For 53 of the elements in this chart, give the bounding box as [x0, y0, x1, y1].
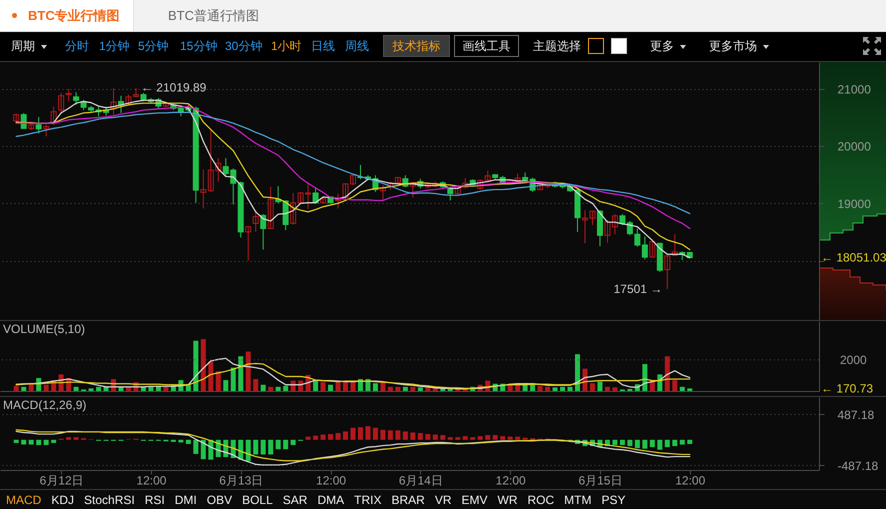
y-tick-label: 21000 — [838, 82, 872, 96]
text: RSI — [144, 492, 165, 506]
text: ← 18051.03 — [821, 250, 886, 265]
text: 分时 — [65, 39, 89, 53]
text: MACD — [6, 492, 42, 506]
text: 1小时 — [271, 39, 302, 53]
text: DMA — [317, 492, 344, 506]
text: StochRSI — [84, 492, 135, 506]
text: TRIX — [354, 492, 382, 506]
x-tick-label: 12:00 — [136, 474, 167, 488]
text: 5分钟 — [138, 39, 169, 53]
text: 周线 — [345, 39, 369, 53]
text: BTC普通行情图 — [168, 7, 259, 25]
text: MTM — [564, 492, 592, 506]
y-tick-label: 19000 — [838, 196, 872, 211]
text: 更多 — [650, 39, 674, 53]
text: 更多市场 — [709, 39, 757, 53]
text: WR — [498, 492, 518, 506]
chart-title: MACD(12,26,9) — [3, 398, 86, 412]
text: BOLL — [242, 492, 273, 506]
text: 15分钟 — [180, 39, 218, 53]
text: 主题选择 — [533, 39, 581, 53]
x-tick-label: 6月15日 — [578, 474, 622, 488]
chart-title: VOLUME(5,10) — [3, 322, 86, 336]
text: 2000 — [840, 352, 868, 367]
annotation: 17501 → — [614, 282, 662, 296]
x-tick-label: 6月14日 — [398, 474, 443, 488]
x-tick-label: 6月12日 — [40, 474, 84, 488]
y-tick-label: -487.18 — [838, 458, 879, 473]
text: BTC专业行情图 — [28, 7, 120, 25]
text: PSY — [602, 492, 626, 506]
text: OBV — [206, 492, 232, 506]
y-tick-label: 20000 — [838, 140, 872, 154]
text: 1分钟 — [99, 39, 130, 53]
text: ROC — [528, 492, 554, 506]
text: 周期 — [11, 39, 35, 53]
y-tick-label: 487.18 — [838, 408, 875, 422]
text: 30分钟 — [225, 39, 262, 53]
x-tick-label: 12:00 — [675, 474, 706, 488]
x-tick-label: 12:00 — [316, 474, 346, 488]
annotation: ← 21019.89 — [140, 80, 207, 95]
x-tick-label: 6月13日 — [219, 474, 264, 488]
text: EMV — [461, 492, 488, 506]
text: SAR — [282, 492, 308, 506]
text: KDJ — [51, 492, 74, 506]
text: DMI — [174, 492, 197, 506]
x-tick-label: 12:00 — [496, 474, 526, 488]
button: 技术指标 — [383, 35, 450, 57]
button: 画线工具 — [454, 35, 519, 57]
text: ← 170.73 — [821, 381, 874, 396]
text: 日线 — [311, 39, 335, 53]
text: VR — [434, 492, 452, 506]
text: BRAR — [391, 492, 425, 506]
